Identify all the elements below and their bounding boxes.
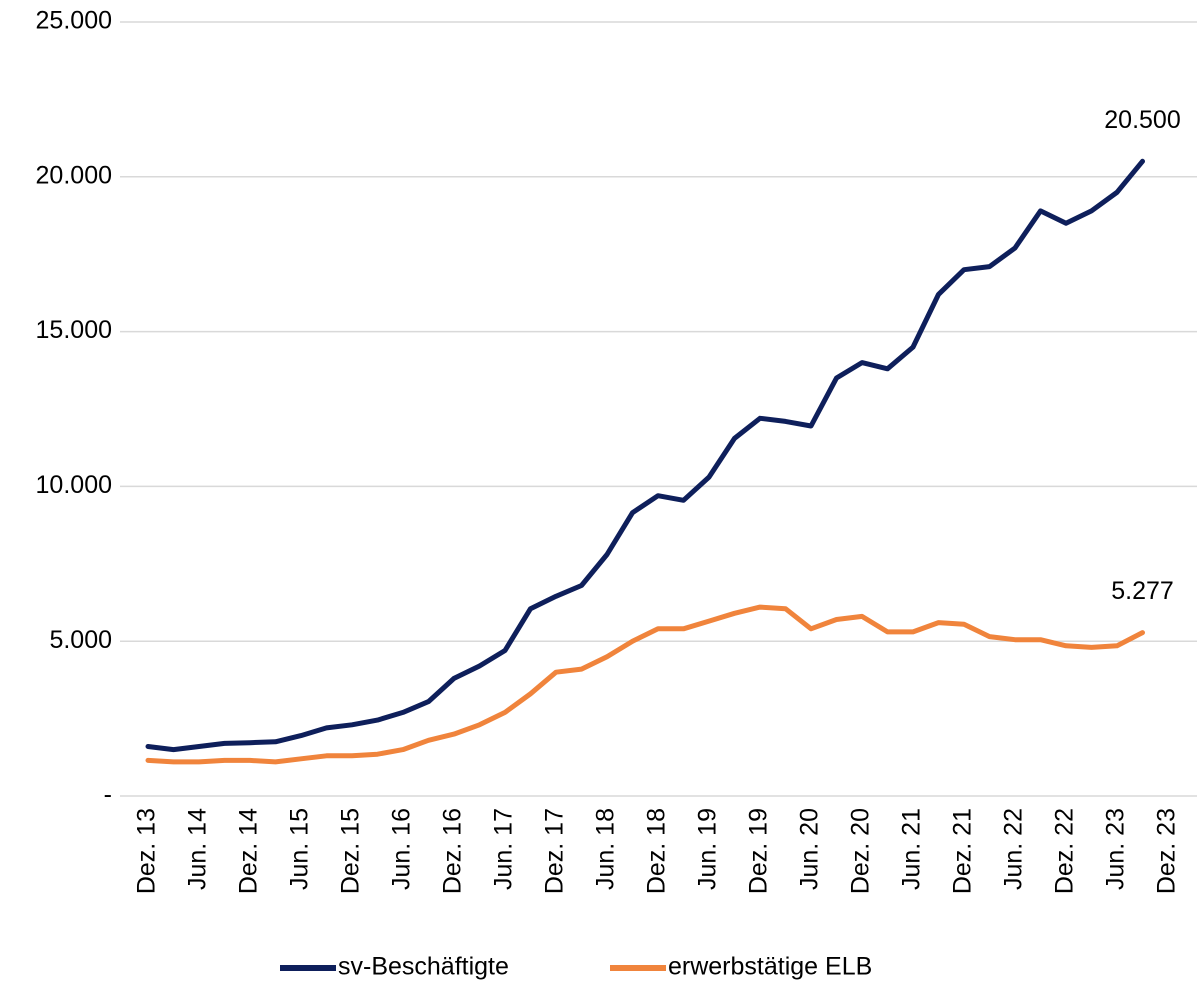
x-tick-label: Dez. 17 [541,808,569,894]
x-tick-label: Jun. 19 [694,808,722,890]
x-tick-label: Dez. 19 [745,808,773,894]
x-tick-label: Dez. 16 [439,808,467,894]
x-tick-label: Jun. 18 [592,808,620,890]
data-label: 5.277 [1111,577,1174,605]
x-tick-label: Dez. 23 [1153,808,1181,894]
y-tick-label: 20.000 [36,161,112,189]
data-label: 20.500 [1104,106,1180,134]
x-tick-label: Dez. 15 [337,808,365,894]
x-tick-label: Dez. 18 [643,808,671,894]
x-tick-label: Jun. 17 [490,808,518,890]
y-tick-label: - [104,781,112,809]
x-tick-label: Jun. 16 [388,808,416,890]
x-tick-label: Jun. 22 [1000,808,1028,890]
x-tick-label: Jun. 14 [184,808,212,890]
series-line [145,158,1145,753]
y-tick-label: 15.000 [36,316,112,344]
legend-label: erwerbstätige ELB [668,953,872,981]
x-tick-label: Dez. 13 [133,808,161,894]
x-tick-label: Jun. 20 [796,808,824,890]
x-tick-label: Jun. 23 [1102,808,1130,890]
y-tick-label: 5.000 [49,626,112,654]
y-tick-label: 25.000 [36,7,112,35]
x-tick-label: Dez. 14 [235,808,263,894]
x-tick-label: Dez. 21 [949,808,977,894]
x-tick-label: Dez. 22 [1051,808,1079,894]
x-tick-label: Jun. 15 [286,808,314,890]
legend-label: sv-Beschäftigte [338,953,509,981]
y-tick-label: 10.000 [36,471,112,499]
series-line [145,604,1145,765]
x-tick-label: Dez. 20 [847,808,875,894]
x-tick-label: Jun. 21 [898,808,926,890]
